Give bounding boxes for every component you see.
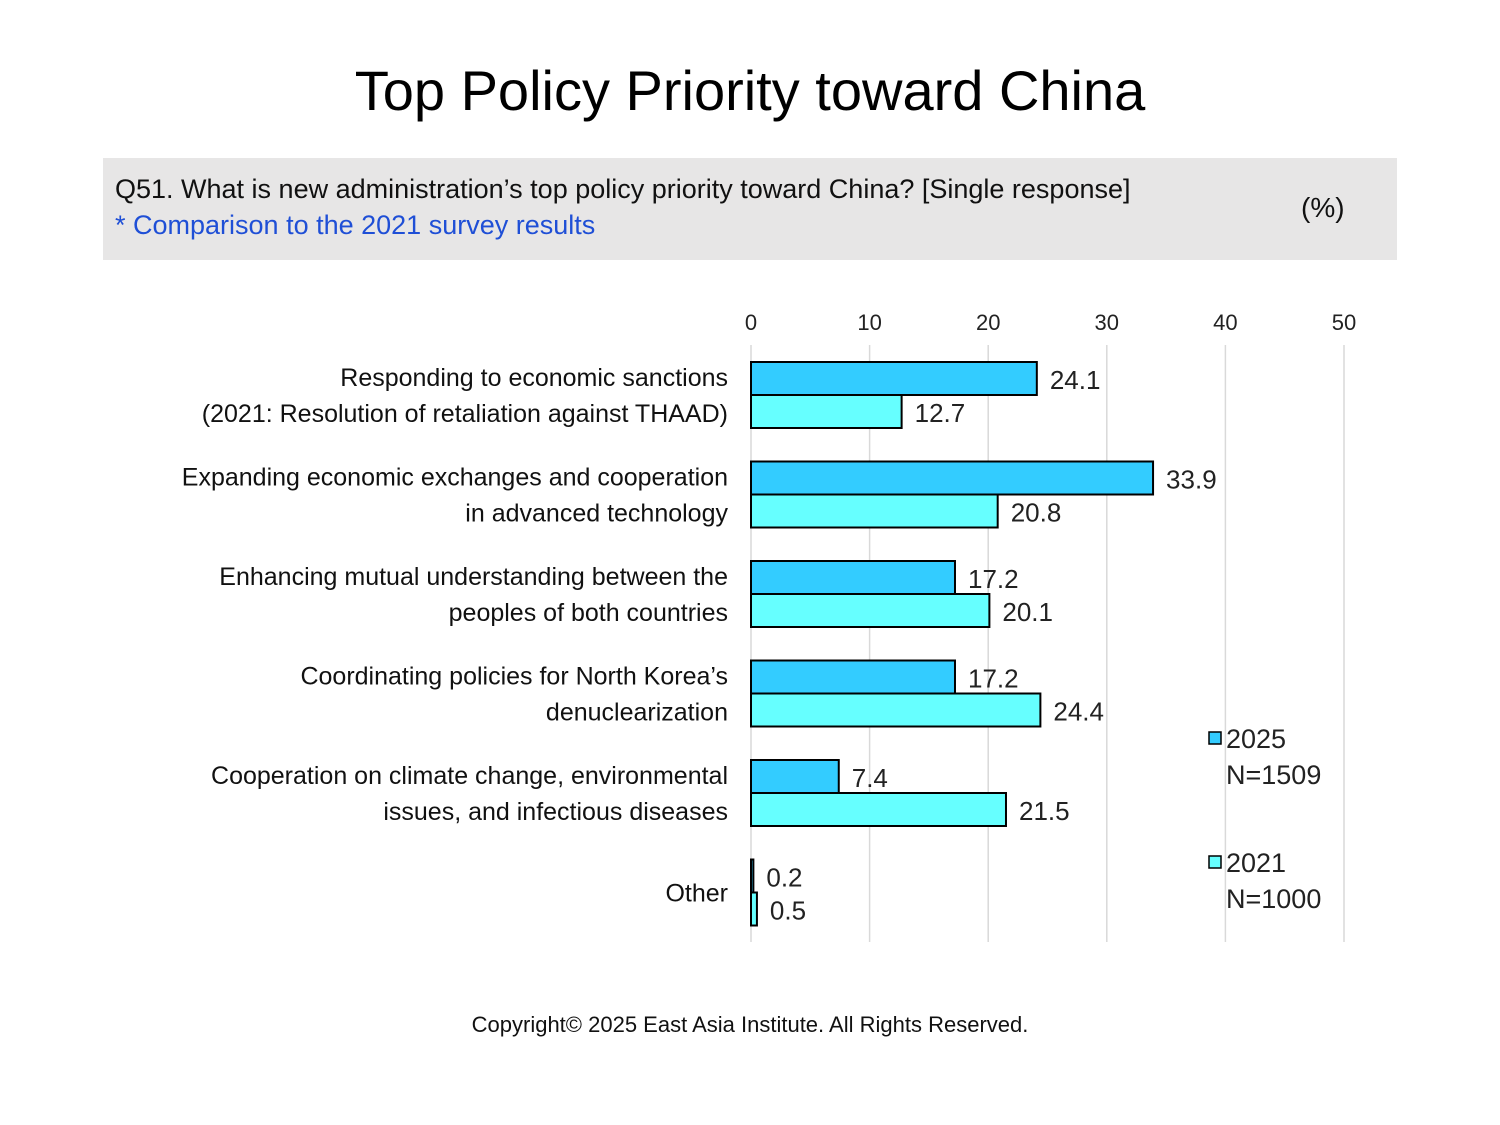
data-label-2025: 0.2 [766,863,802,893]
x-tick-label: 10 [857,310,881,335]
question-text: Q51. What is new administration’s top po… [115,174,1131,204]
data-label-2021: 20.8 [1011,498,1062,528]
bar-2025 [750,659,956,695]
page-title: Top Policy Priority toward China [354,59,1146,122]
data-label-2021: 21.5 [1019,796,1070,826]
legend-swatch-2025 [1208,731,1222,745]
data-label-2025: 17.2 [968,564,1019,594]
category-label: Coordinating policies for North Korea’s [300,663,728,691]
category-label: Enhancing mutual understanding between t… [219,563,728,591]
legend-sample-size: N=1000 [1226,884,1321,914]
data-label-2025: 24.1 [1050,365,1101,395]
bar-2021 [750,891,758,927]
category-label: (2021: Resolution of retaliation against… [202,400,728,428]
category-label: Other [665,880,728,908]
bar-2025 [750,361,1038,396]
data-label-2021: 0.5 [770,896,806,926]
legend-sample-size: N=1509 [1226,760,1321,790]
category-label: Expanding economic exchanges and coopera… [182,464,728,492]
bar-2025 [750,560,956,595]
data-label-2025: 7.4 [852,763,888,793]
category-label: issues, and infectious diseases [383,798,728,826]
legend-label: 2025 [1226,724,1286,754]
x-tick-label: 0 [745,310,757,335]
comparison-note: * Comparison to the 2021 survey results [115,210,596,240]
bar-2021 [750,792,1007,827]
x-tick-label: 20 [976,310,1000,335]
data-label-2021: 20.1 [1002,597,1053,627]
x-tick-label: 40 [1213,310,1237,335]
bar-2021 [750,394,903,429]
category-label: denuclearization [546,699,728,727]
bar-2025 [750,460,1155,496]
category-label: peoples of both countries [449,599,728,627]
copyright-notice: Copyright© 2025 East Asia Institute. All… [471,1012,1029,1037]
data-label-2021: 24.4 [1053,697,1104,727]
bar-2021 [750,493,999,529]
legend-label: 2021 [1226,848,1286,878]
category-label: in advanced technology [465,500,728,528]
bar-2021 [750,692,1042,728]
category-label: Responding to economic sanctions [340,364,728,392]
bar-2021 [750,593,991,628]
unit-label: (%) [1301,192,1345,223]
question-box: Q51. What is new administration’s top po… [103,158,1397,260]
data-label-2021: 12.7 [915,398,966,428]
x-tick-label: 50 [1332,310,1356,335]
legend-swatch-2021 [1208,855,1222,869]
category-label: Cooperation on climate change, environme… [211,762,728,790]
bar-2025 [750,759,840,794]
x-tick-label: 30 [1095,310,1119,335]
data-label-2025: 33.9 [1166,465,1217,495]
bar-2025 [750,858,755,894]
data-label-2025: 17.2 [968,664,1019,694]
